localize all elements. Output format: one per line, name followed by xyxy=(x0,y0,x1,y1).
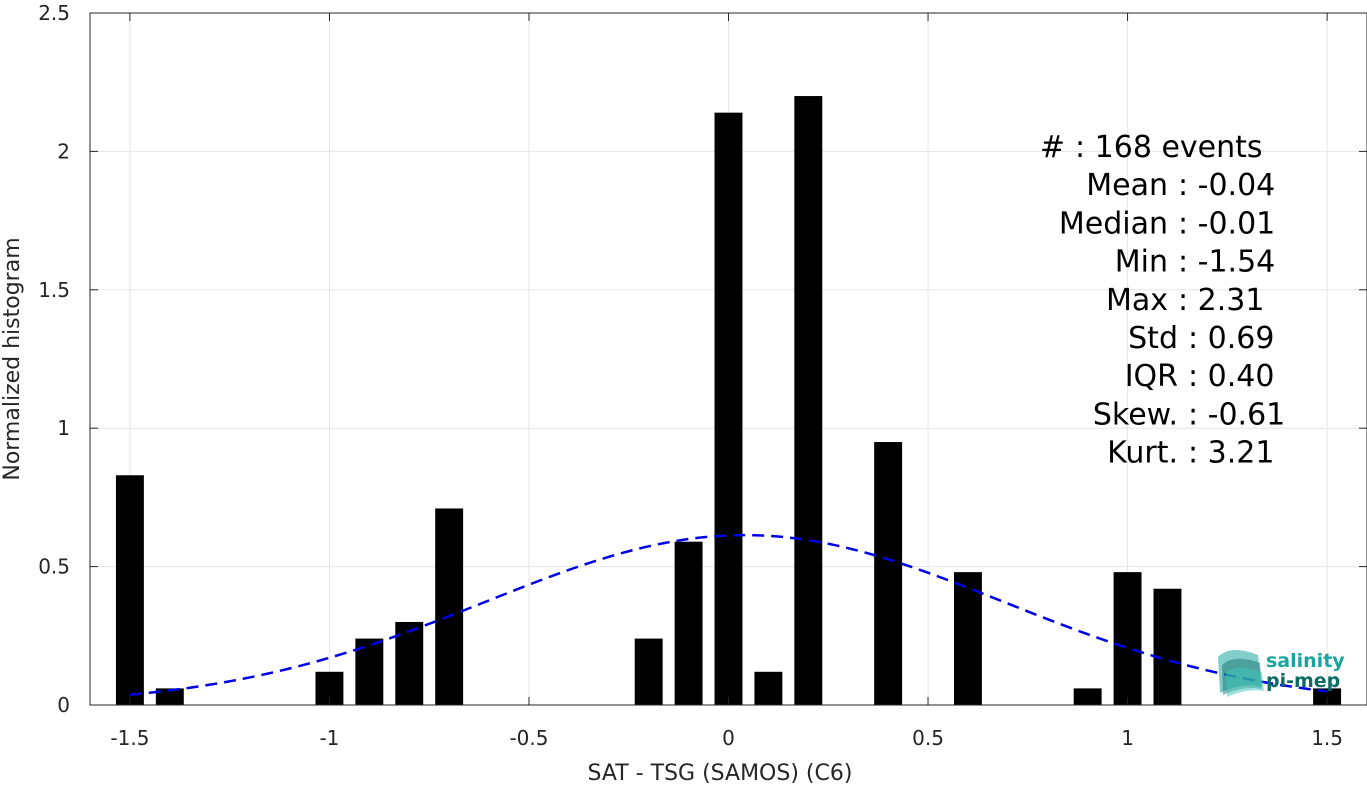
stat-label: Median xyxy=(1059,206,1168,241)
stat-value: : -0.01 xyxy=(1178,206,1275,241)
bar xyxy=(634,638,663,705)
stat-label: Mean xyxy=(1086,168,1168,203)
x-tick-label: 0 xyxy=(722,726,735,750)
logo-line1: salinity xyxy=(1266,650,1345,672)
x-tick-label: 1.5 xyxy=(1311,726,1343,750)
stat-label: Std xyxy=(1128,321,1178,356)
bar xyxy=(794,96,823,706)
bar xyxy=(1073,688,1102,705)
stat-value: : 168 events xyxy=(1075,130,1263,165)
y-tick-label: 2.5 xyxy=(38,1,70,25)
stat-label: Min xyxy=(1115,245,1168,280)
bar xyxy=(953,572,982,705)
stat-value: : -0.04 xyxy=(1178,168,1275,203)
stat-value: : 0.69 xyxy=(1188,321,1274,356)
stat-value: : -0.61 xyxy=(1188,397,1285,432)
stat-label: # xyxy=(1040,130,1065,165)
stat-label: IQR xyxy=(1125,359,1178,394)
y-tick-label: 1 xyxy=(57,416,70,440)
stat-label: Max xyxy=(1106,283,1168,318)
y-tick-label: 0 xyxy=(57,693,70,717)
y-tick-label: 2 xyxy=(57,139,70,163)
stat-value: : 0.40 xyxy=(1188,359,1274,394)
stat-value: : 3.21 xyxy=(1188,436,1274,471)
bar xyxy=(115,475,144,705)
bar xyxy=(1313,688,1342,705)
bar xyxy=(874,442,903,705)
x-tick-label: 1 xyxy=(1121,726,1134,750)
bar xyxy=(155,688,184,705)
stat-label: Skew. xyxy=(1093,397,1178,432)
x-tick-label: -1 xyxy=(319,726,339,750)
logo-line2: pi-mep xyxy=(1266,670,1340,692)
x-axis-label: SAT - TSG (SAMOS) (C6) xyxy=(588,761,853,785)
bar xyxy=(714,112,743,705)
stat-value: : -1.54 xyxy=(1178,245,1275,280)
stat-value: : 2.31 xyxy=(1178,283,1264,318)
bar xyxy=(435,508,464,705)
y-axis-label: Normalized histogram xyxy=(0,237,25,480)
tick-labels: -1.5 -1 -0.5 0 0.5 1 1.5 0 0.5 1 1.5 2 2.5 xyxy=(38,1,1343,750)
salinity-pi-mep-logo: salinity pi-mep xyxy=(1218,650,1345,697)
x-tick-label: -1.5 xyxy=(110,726,149,750)
bar xyxy=(754,671,783,705)
y-tick-label: 1.5 xyxy=(38,278,70,302)
logo-wave-icon xyxy=(1226,667,1264,697)
bars xyxy=(115,96,1342,706)
bar xyxy=(1113,572,1142,705)
stat-label: Kurt. xyxy=(1107,436,1178,471)
x-tick-label: -0.5 xyxy=(509,726,548,750)
bar xyxy=(1153,588,1182,705)
x-tick-label: 0.5 xyxy=(912,726,944,750)
y-tick-label: 0.5 xyxy=(38,555,70,579)
bar xyxy=(674,541,703,705)
axes xyxy=(89,12,1367,706)
